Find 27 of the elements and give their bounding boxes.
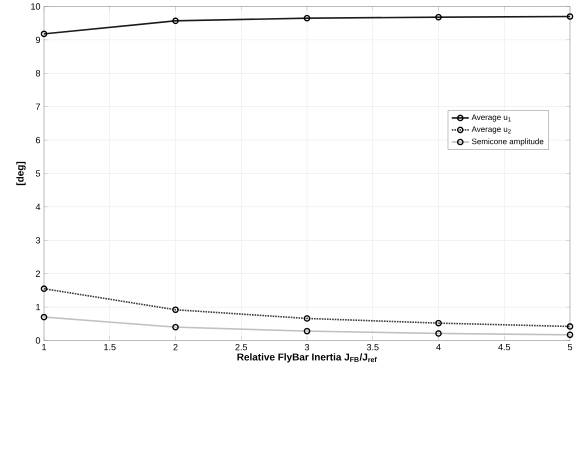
x-tick-label: 3 bbox=[304, 344, 310, 350]
y-tick-label: 10 bbox=[31, 3, 40, 10]
x-tick-label: 1.5 bbox=[104, 344, 116, 350]
point bbox=[304, 14, 310, 22]
y-axis-title: [deg] bbox=[16, 162, 26, 185]
y-tick-label: 5 bbox=[36, 170, 40, 176]
point bbox=[172, 17, 179, 24]
point bbox=[566, 12, 574, 20]
x-tick-label: 2.5 bbox=[235, 344, 248, 350]
point bbox=[40, 30, 48, 37]
x-axis-title: Relative FlyBar Inertia J$_{FB}$/J$_{ref}$ bbox=[237, 352, 377, 362]
x-tick-label: 4 bbox=[436, 344, 441, 350]
x-tick-label: 2 bbox=[173, 344, 178, 350]
x-tick-label: 5 bbox=[568, 344, 572, 350]
y-tick-label: 0 bbox=[36, 337, 40, 344]
y-tick-label: 8 bbox=[36, 70, 40, 76]
y-tick-label: 9 bbox=[36, 36, 40, 43]
x-tick-label: 1 bbox=[42, 344, 46, 350]
y-tick-label: 7 bbox=[36, 103, 40, 110]
y-tick-label: 6 bbox=[36, 136, 40, 144]
x-tick-label: 3.5 bbox=[366, 344, 379, 350]
y-tick-label: 2 bbox=[36, 270, 40, 277]
y-tick-label: 3 bbox=[36, 236, 40, 244]
y-tick-label: 4 bbox=[36, 204, 40, 210]
y-tick-label: 1 bbox=[36, 304, 40, 310]
x-tick-label: 4.5 bbox=[498, 344, 510, 350]
point bbox=[435, 14, 442, 20]
